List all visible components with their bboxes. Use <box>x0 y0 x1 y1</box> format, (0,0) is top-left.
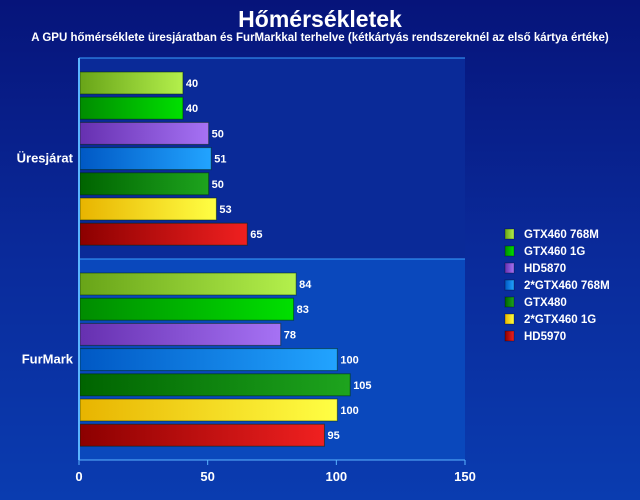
bar-2-gtx460-1g <box>79 197 217 221</box>
legend-label: GTX480 <box>524 297 567 309</box>
data-label: 53 <box>219 204 231 216</box>
legend-swatch <box>504 296 515 308</box>
data-label: 50 <box>212 179 224 191</box>
data-label: 83 <box>297 304 309 316</box>
x-tick-label: 50 <box>200 469 214 484</box>
legend-label: 2*GTX460 768M <box>524 280 610 292</box>
legend-label: HD5970 <box>524 331 566 343</box>
bar-hd5870 <box>79 121 210 145</box>
data-label: 40 <box>186 78 198 90</box>
data-label: 65 <box>250 229 262 241</box>
legend-label: 2*GTX460 1G <box>524 314 596 326</box>
data-label: 50 <box>212 128 224 140</box>
legend-swatch <box>504 313 515 325</box>
category-label: FurMark <box>22 352 74 367</box>
legend-swatch <box>504 262 515 274</box>
bar-hd5970 <box>79 423 325 447</box>
legend-label: GTX460 1G <box>524 246 585 258</box>
legend-swatch <box>504 279 515 291</box>
x-tick-label: 0 <box>75 469 82 484</box>
legend-swatch <box>504 228 515 240</box>
bar-2-gtx460-1g <box>79 398 338 422</box>
x-tick-label: 100 <box>325 469 347 484</box>
data-label: 100 <box>340 405 358 417</box>
chart-subtitle: A GPU hőmérséklete üresjáratban és FurMa… <box>31 32 609 44</box>
bar-hd5970 <box>79 222 248 246</box>
data-label: 100 <box>340 355 358 367</box>
data-label: 84 <box>299 279 312 291</box>
bar-gtx460-1g <box>79 297 295 321</box>
bar-gtx460-1g <box>79 96 184 120</box>
bar-gtx460-768m <box>79 272 297 296</box>
bar-hd5870 <box>79 322 282 346</box>
data-label: 51 <box>214 154 226 166</box>
bar-gtx480 <box>79 172 210 196</box>
legend-label: HD5870 <box>524 263 566 275</box>
data-label: 40 <box>186 103 198 115</box>
data-label: 95 <box>327 430 339 442</box>
x-tick-label: 150 <box>454 469 476 484</box>
bar-2-gtx460-768m <box>79 348 338 372</box>
bar-2-gtx460-768m <box>79 147 212 171</box>
legend-swatch <box>504 330 515 342</box>
chart-title: Hőmérsékletek <box>238 6 402 32</box>
legend-swatch <box>504 245 515 257</box>
data-label: 78 <box>284 329 296 341</box>
legend-label: GTX460 768M <box>524 229 599 241</box>
bar-gtx460-768m <box>79 71 184 95</box>
category-label: Üresjárat <box>17 151 74 166</box>
data-label: 105 <box>353 380 371 392</box>
bar-gtx480 <box>79 373 351 397</box>
